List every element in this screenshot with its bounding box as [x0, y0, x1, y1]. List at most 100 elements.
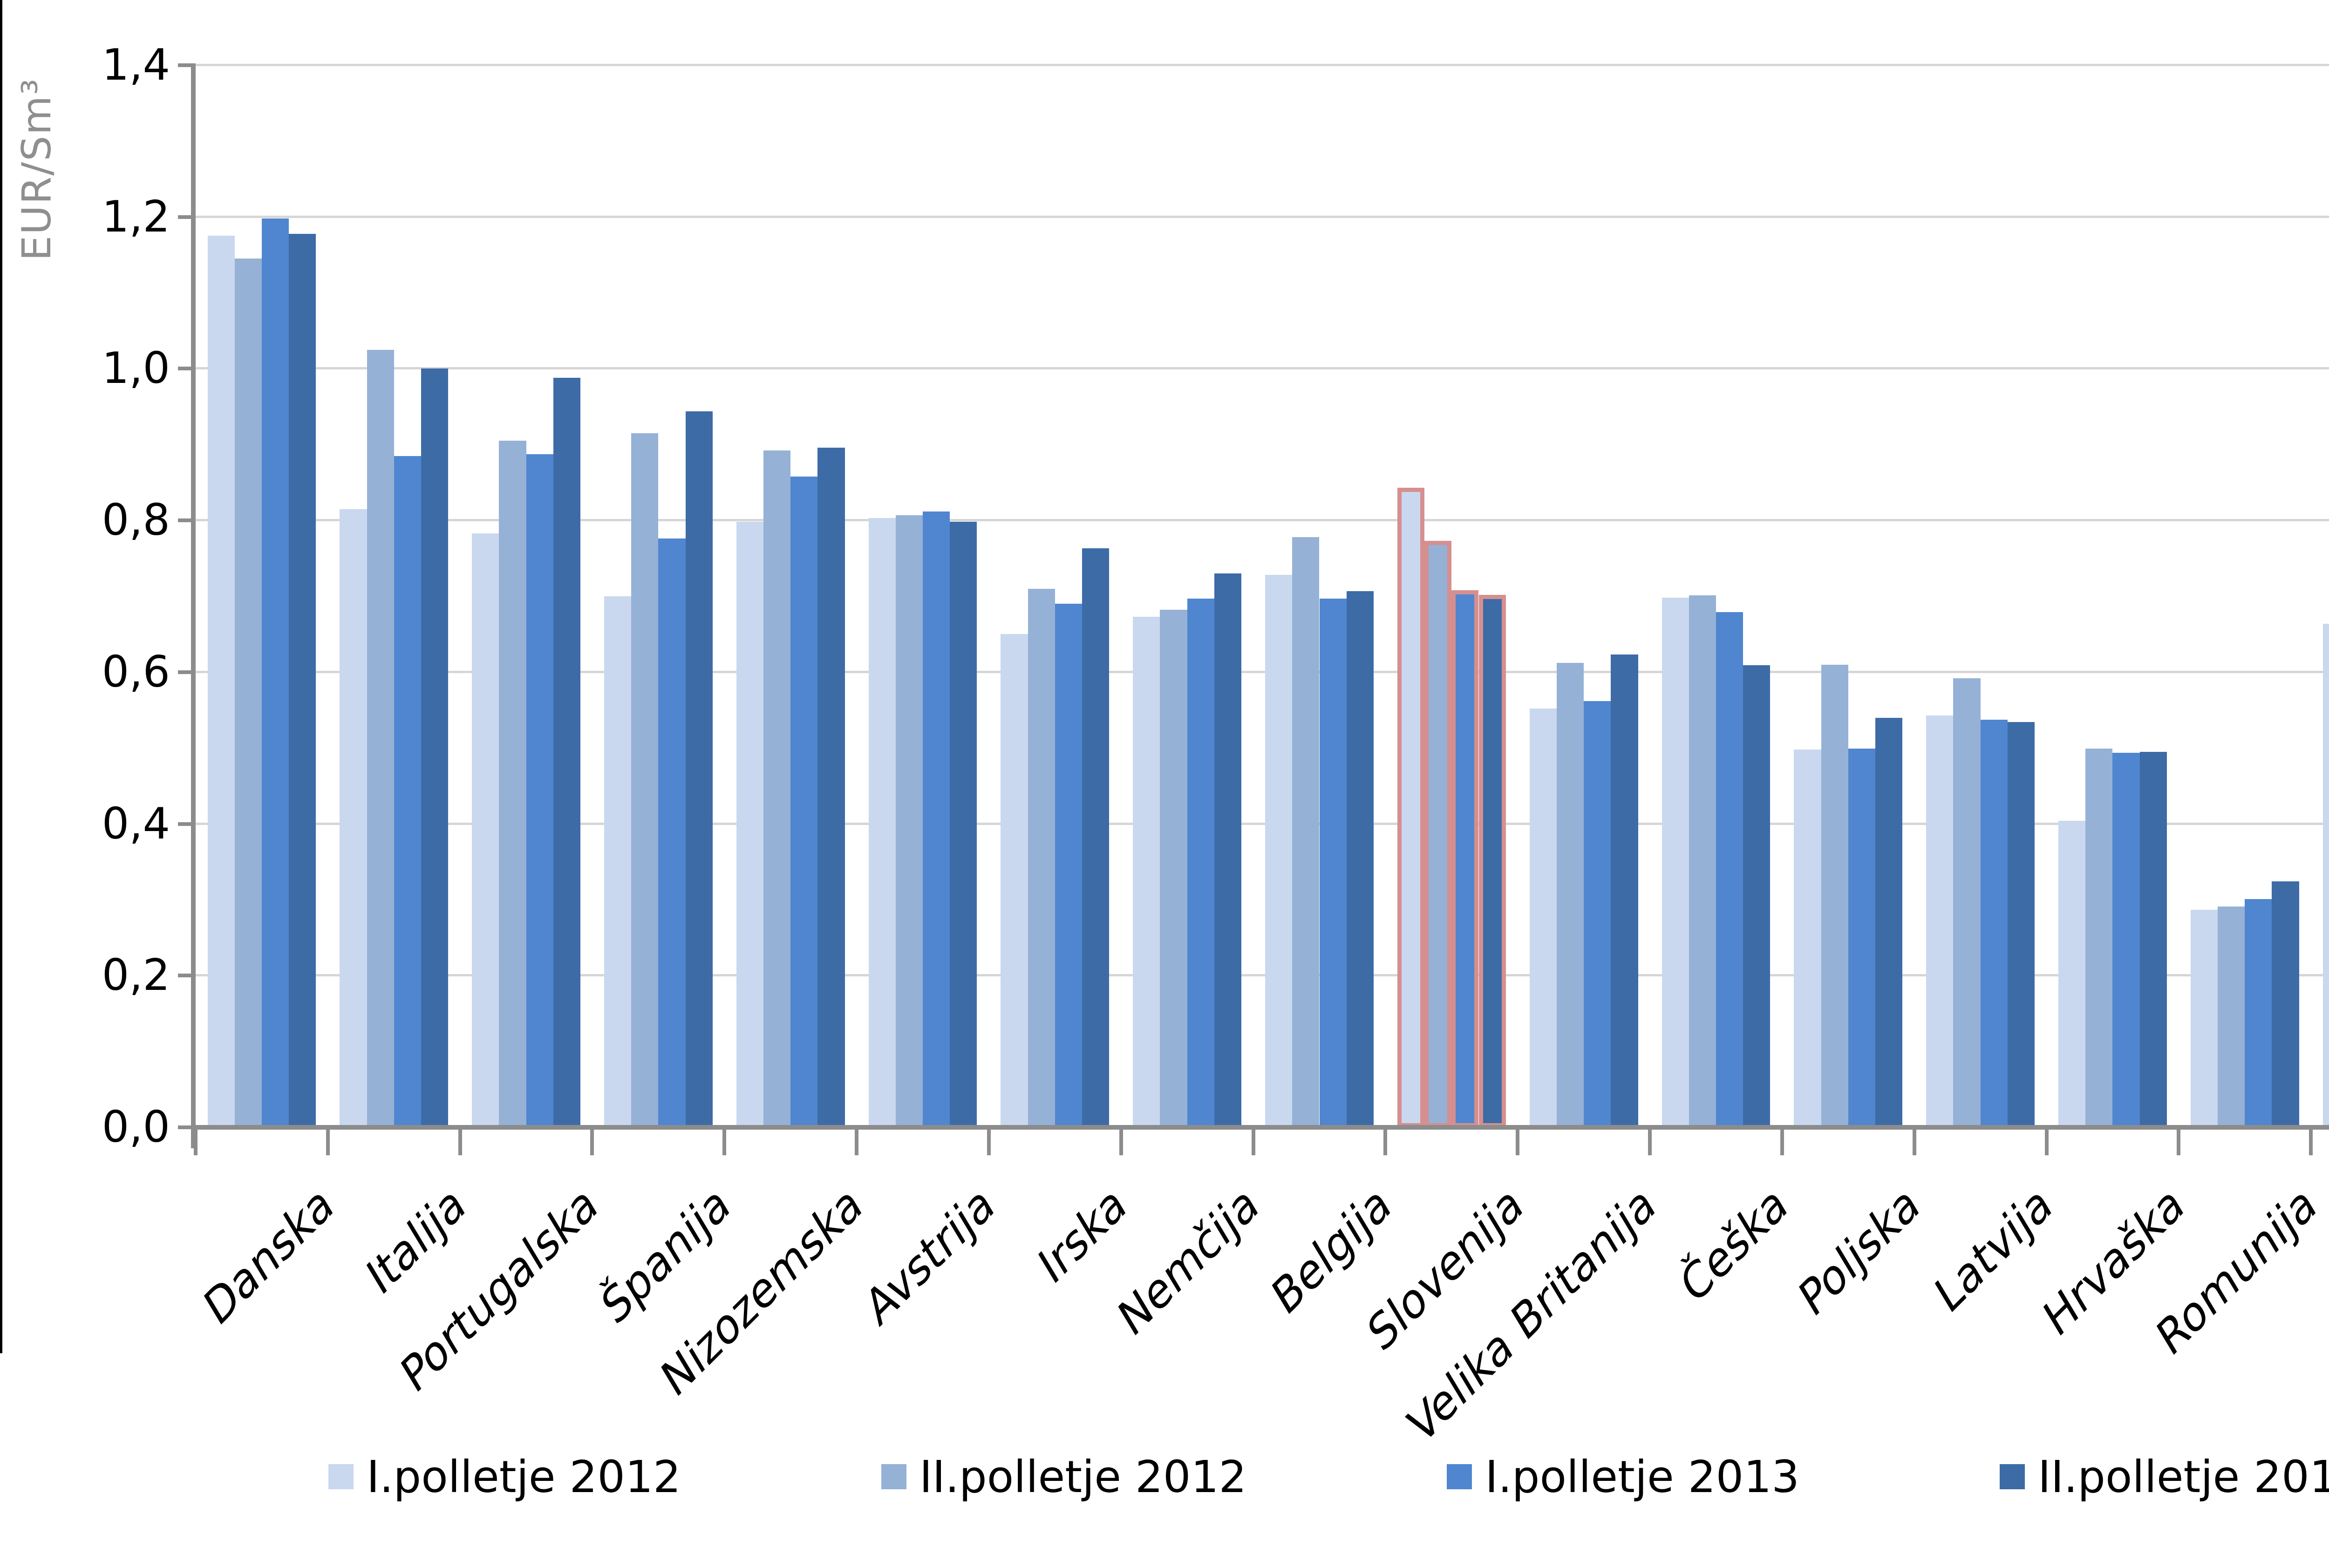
gridline: [196, 64, 2329, 66]
bar: [1953, 678, 1980, 1127]
bar: [1265, 575, 1292, 1127]
bar: [2008, 722, 2035, 1127]
legend-swatch-icon: [2000, 1464, 2025, 1489]
bar: [817, 448, 844, 1127]
bar: [2323, 624, 2329, 1127]
bar: [235, 259, 262, 1127]
y-tick-label: 0,2: [30, 954, 170, 997]
document-border-left: [0, 0, 2, 1353]
bar: [1292, 537, 1319, 1127]
legend-swatch-icon: [1447, 1464, 1472, 1489]
bar: [2058, 821, 2085, 1127]
x-tick-mark: [1383, 1127, 1387, 1155]
bar: [1160, 610, 1187, 1127]
bar-highlighted: [1451, 590, 1478, 1127]
x-tick-mark: [2177, 1127, 2180, 1155]
x-tick-mark: [2045, 1127, 2049, 1155]
y-tick-mark: [178, 518, 196, 522]
legend: I.polletje 2012 II.polletje 2012 I.polletj…: [328, 1439, 2329, 1514]
bar-highlighted: [1424, 541, 1451, 1127]
bar: [553, 378, 580, 1127]
bar: [869, 518, 896, 1127]
y-tick-label: 0,6: [30, 651, 170, 694]
bar: [1001, 634, 1028, 1127]
bar: [1794, 750, 1821, 1127]
bar: [1848, 749, 1875, 1127]
bar: [1028, 589, 1055, 1127]
bar: [2218, 907, 2245, 1127]
y-tick-mark: [178, 215, 196, 219]
bar: [950, 522, 977, 1127]
bar: [604, 596, 631, 1127]
y-tick-label: 0,4: [30, 803, 170, 845]
bar: [1347, 591, 1374, 1127]
x-tick-mark: [987, 1127, 991, 1155]
bar-highlighted: [1479, 595, 1506, 1127]
x-tick-mark: [855, 1127, 858, 1155]
legend-label: I.polletje 2013: [1485, 1452, 1799, 1502]
bar: [1320, 599, 1347, 1127]
bar: [658, 539, 685, 1127]
legend-label: II.polletje 2013: [2038, 1452, 2329, 1502]
y-tick-mark: [178, 974, 196, 977]
bar: [421, 368, 448, 1127]
bar: [1187, 599, 1214, 1127]
x-tick-mark: [1516, 1127, 1519, 1155]
bar: [2245, 899, 2272, 1127]
legend-label: I.polletje 2012: [367, 1452, 681, 1502]
gridline: [196, 216, 2329, 218]
bar: [790, 477, 817, 1127]
legend-swatch-icon: [881, 1464, 906, 1489]
y-tick-mark: [178, 367, 196, 370]
bar: [686, 411, 713, 1127]
y-axis-line: [191, 65, 196, 1148]
x-tick-mark: [590, 1127, 594, 1155]
legend-item: II.polletje 2013: [2000, 1452, 2329, 1502]
bar: [2272, 881, 2299, 1127]
x-tick-mark: [2309, 1127, 2313, 1155]
plot-area: 0,00,20,40,60,81,01,21,4 DanskaItalijaPo…: [196, 65, 2329, 1127]
x-tick-mark: [1648, 1127, 1652, 1155]
bar: [923, 511, 950, 1127]
x-tick-mark: [1119, 1127, 1123, 1155]
bar: [2112, 753, 2139, 1128]
y-tick-label: 1,0: [30, 347, 170, 390]
bar: [1875, 718, 1902, 1127]
y-tick-mark: [178, 670, 196, 674]
bar: [1611, 654, 1638, 1127]
legend-item: II.polletje 2012: [881, 1452, 1246, 1502]
legend-item: I.polletje 2013: [1447, 1452, 1799, 1502]
x-tick-mark: [326, 1127, 330, 1155]
bar: [763, 450, 790, 1127]
legend-item: I.polletje 2012: [328, 1452, 681, 1502]
bar: [1082, 548, 1109, 1127]
y-tick-label: 1,2: [30, 196, 170, 239]
bar: [1530, 709, 1557, 1127]
y-tick-label: 0,8: [30, 499, 170, 542]
y-tick-label: 1,4: [30, 44, 170, 87]
bar: [2140, 752, 2167, 1127]
bar: [367, 350, 394, 1127]
bar: [2191, 910, 2218, 1127]
x-tick-mark: [1913, 1127, 1916, 1155]
y-tick-mark: [178, 822, 196, 826]
bar: [1055, 604, 1082, 1127]
bar: [340, 509, 367, 1127]
legend-swatch-icon: [328, 1464, 354, 1489]
x-tick-mark: [1252, 1127, 1255, 1155]
bar: [736, 522, 763, 1127]
bar: [1662, 598, 1689, 1127]
bar: [208, 236, 235, 1127]
legend-label: II.polletje 2012: [919, 1452, 1246, 1502]
bar: [896, 515, 923, 1127]
bar: [1214, 573, 1241, 1127]
bar: [472, 533, 499, 1127]
bar: [1689, 595, 1716, 1127]
bar: [1716, 612, 1743, 1127]
chart-canvas: EUR/Sm³ 0,00,20,40,60,81,01,21,4 DanskaI…: [0, 0, 2329, 1568]
bar-highlighted: [1397, 488, 1424, 1127]
y-tick-mark: [178, 63, 196, 67]
gridline: [196, 367, 2329, 369]
bar: [262, 218, 289, 1127]
bar: [526, 454, 553, 1127]
